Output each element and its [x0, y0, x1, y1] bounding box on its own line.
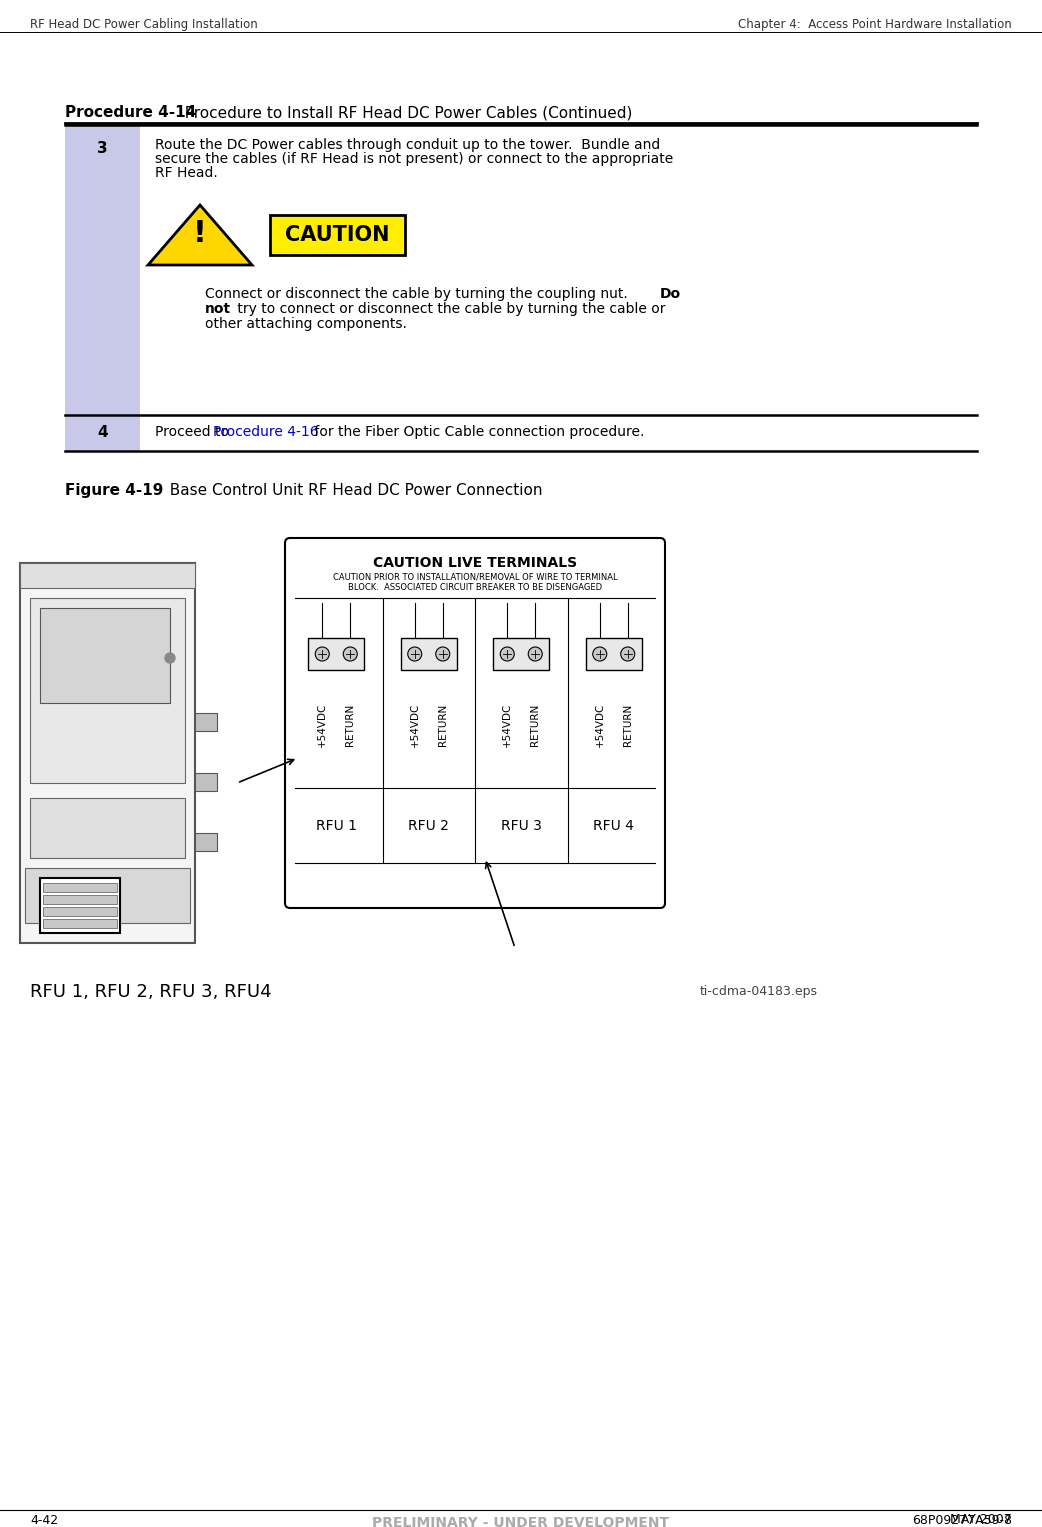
Text: RFU 2: RFU 2	[408, 818, 449, 832]
Circle shape	[593, 647, 606, 661]
Polygon shape	[148, 205, 252, 266]
FancyBboxPatch shape	[586, 638, 642, 670]
Text: secure the cables (if RF Head is not present) or connect to the appropriate: secure the cables (if RF Head is not pre…	[155, 153, 673, 166]
Text: try to connect or disconnect the cable by turning the cable or: try to connect or disconnect the cable b…	[233, 302, 666, 316]
Text: other attaching components.: other attaching components.	[205, 318, 406, 331]
Circle shape	[621, 647, 635, 661]
Text: 4: 4	[97, 425, 107, 440]
Text: Route the DC Power cables through conduit up to the tower.  Bundle and: Route the DC Power cables through condui…	[155, 137, 661, 153]
Text: Procedure to Install RF Head DC Power Cables (Continued): Procedure to Install RF Head DC Power Ca…	[175, 105, 632, 121]
Text: MAY 2007: MAY 2007	[950, 1513, 1012, 1525]
Text: CAUTION PRIOR TO INSTALLATION/REMOVAL OF WIRE TO TERMINAL: CAUTION PRIOR TO INSTALLATION/REMOVAL OF…	[332, 573, 617, 582]
FancyBboxPatch shape	[30, 599, 185, 783]
Text: for the Fiber Optic Cable connection procedure.: for the Fiber Optic Cable connection pro…	[311, 425, 644, 438]
FancyBboxPatch shape	[401, 638, 456, 670]
Circle shape	[343, 647, 357, 661]
Text: CAUTION: CAUTION	[286, 224, 390, 244]
Text: RFU 4: RFU 4	[593, 818, 635, 832]
Text: Procedure 4-14: Procedure 4-14	[65, 105, 196, 121]
Text: RETURN: RETURN	[345, 704, 355, 747]
Text: RFU 3: RFU 3	[501, 818, 542, 832]
FancyBboxPatch shape	[195, 773, 217, 791]
Text: +54VDC: +54VDC	[410, 702, 420, 747]
FancyBboxPatch shape	[40, 878, 120, 933]
FancyBboxPatch shape	[25, 867, 190, 922]
FancyBboxPatch shape	[308, 638, 365, 670]
Text: 4-42: 4-42	[30, 1513, 58, 1527]
Text: CAUTION LIVE TERMINALS: CAUTION LIVE TERMINALS	[373, 556, 577, 570]
FancyBboxPatch shape	[20, 563, 195, 588]
Circle shape	[436, 647, 450, 661]
FancyBboxPatch shape	[286, 538, 665, 909]
Circle shape	[165, 654, 175, 663]
FancyBboxPatch shape	[43, 907, 117, 916]
Text: RFU 1, RFU 2, RFU 3, RFU4: RFU 1, RFU 2, RFU 3, RFU4	[30, 983, 272, 1002]
FancyBboxPatch shape	[43, 883, 117, 892]
Text: Base Control Unit RF Head DC Power Connection: Base Control Unit RF Head DC Power Conne…	[160, 483, 543, 498]
Text: ti-cdma-04183.eps: ti-cdma-04183.eps	[700, 985, 818, 999]
Text: BLOCK.  ASSOCIATED CIRCUIT BREAKER TO BE DISENGAGED: BLOCK. ASSOCIATED CIRCUIT BREAKER TO BE …	[348, 583, 602, 592]
FancyBboxPatch shape	[30, 799, 185, 858]
Text: RETURN: RETURN	[623, 704, 632, 747]
Circle shape	[528, 647, 542, 661]
FancyBboxPatch shape	[20, 563, 195, 944]
Text: Connect or disconnect the cable by turning the coupling nut.: Connect or disconnect the cable by turni…	[205, 287, 637, 301]
FancyBboxPatch shape	[65, 125, 140, 415]
Circle shape	[316, 647, 329, 661]
Text: +54VDC: +54VDC	[595, 702, 604, 747]
Text: PRELIMINARY - UNDER DEVELOPMENT: PRELIMINARY - UNDER DEVELOPMENT	[372, 1516, 670, 1527]
Text: 3: 3	[97, 140, 107, 156]
FancyBboxPatch shape	[493, 638, 549, 670]
Text: RF Head DC Power Cabling Installation: RF Head DC Power Cabling Installation	[30, 18, 257, 31]
Text: Proceed to: Proceed to	[155, 425, 233, 438]
Text: Procedure 4-16: Procedure 4-16	[213, 425, 319, 438]
Text: 68P09277A59-8: 68P09277A59-8	[912, 1513, 1012, 1527]
Circle shape	[500, 647, 515, 661]
Text: Chapter 4:  Access Point Hardware Installation: Chapter 4: Access Point Hardware Install…	[738, 18, 1012, 31]
Text: Figure 4-19: Figure 4-19	[65, 483, 164, 498]
FancyBboxPatch shape	[43, 895, 117, 904]
FancyBboxPatch shape	[195, 834, 217, 851]
Text: +54VDC: +54VDC	[317, 702, 327, 747]
FancyBboxPatch shape	[270, 215, 405, 255]
Text: !: !	[193, 220, 207, 249]
Text: +54VDC: +54VDC	[502, 702, 513, 747]
FancyBboxPatch shape	[43, 919, 117, 928]
Text: RETURN: RETURN	[438, 704, 448, 747]
FancyBboxPatch shape	[65, 415, 140, 450]
Text: RETURN: RETURN	[530, 704, 540, 747]
Text: Do: Do	[660, 287, 681, 301]
Circle shape	[407, 647, 422, 661]
FancyBboxPatch shape	[195, 713, 217, 731]
Text: RF Head.: RF Head.	[155, 166, 218, 180]
Text: not: not	[205, 302, 231, 316]
Text: RFU 1: RFU 1	[316, 818, 356, 832]
FancyBboxPatch shape	[40, 608, 170, 702]
